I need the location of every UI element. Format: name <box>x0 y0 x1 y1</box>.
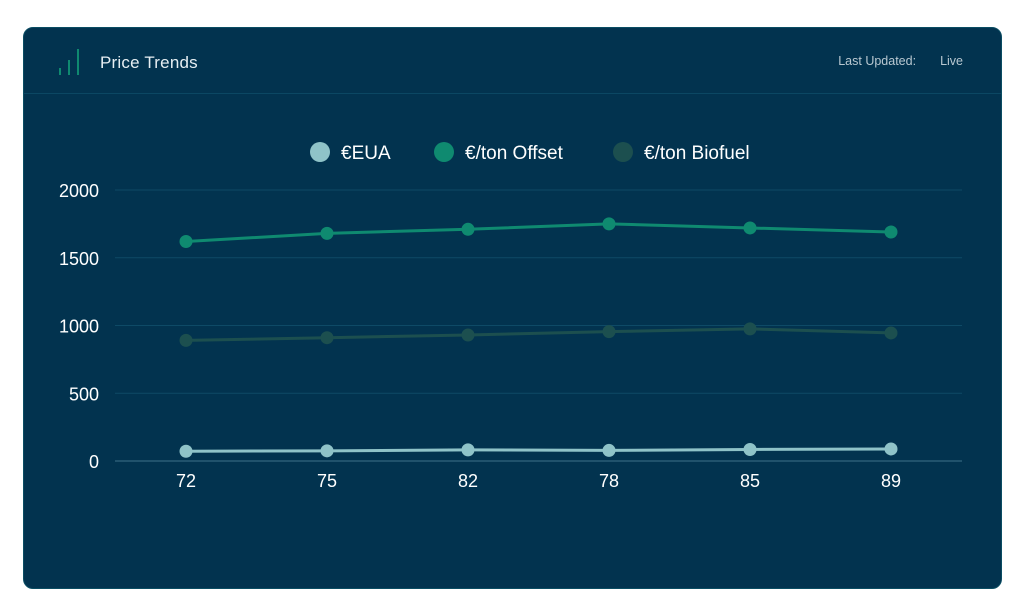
chart-title: Price Trends <box>100 53 198 72</box>
data-point <box>461 328 475 342</box>
data-point <box>602 325 616 339</box>
legend-swatch <box>434 142 454 162</box>
data-point <box>320 226 334 240</box>
last-updated: Last Updated: Live <box>838 54 963 68</box>
x-tick-label: 85 <box>740 471 760 491</box>
legend-label: €/ton Offset <box>465 143 564 164</box>
legend-label: €/ton Biofuel <box>644 143 750 164</box>
series-line <box>185 327 892 342</box>
data-point <box>602 217 616 231</box>
data-point <box>884 225 898 239</box>
data-point <box>179 333 193 347</box>
data-point <box>179 234 193 248</box>
data-point <box>461 222 475 236</box>
data-point <box>884 326 898 340</box>
series-line <box>185 222 892 243</box>
data-point <box>179 444 193 458</box>
x-tick-label: 72 <box>176 471 196 491</box>
price-trends-card: Price Trends Last Updated: Live <box>23 27 1002 589</box>
x-tick-label: 78 <box>599 471 619 491</box>
data-point <box>884 442 898 456</box>
legend-swatch <box>613 142 633 162</box>
y-tick-label: 2000 <box>59 181 99 201</box>
legend-swatch <box>310 142 330 162</box>
x-tick-label: 82 <box>458 471 478 491</box>
y-tick-label: 1000 <box>59 317 99 337</box>
y-tick-label: 500 <box>69 384 99 404</box>
data-point <box>602 443 616 457</box>
data-point <box>320 331 334 345</box>
y-tick-label: 0 <box>89 452 99 472</box>
series-line <box>185 447 892 453</box>
last-updated-label: Last Updated: <box>838 54 917 68</box>
legend-label: €EUA <box>341 143 391 164</box>
last-updated-value: Live <box>940 54 963 68</box>
data-point <box>461 443 475 457</box>
x-tick-label: 75 <box>317 471 337 491</box>
bar-chart-icon <box>59 49 79 75</box>
data-point <box>743 221 757 235</box>
card-header: Price Trends Last Updated: Live <box>24 28 1001 94</box>
x-tick-label: 89 <box>881 471 901 491</box>
data-point <box>320 444 334 458</box>
data-point <box>743 442 757 456</box>
data-point <box>743 322 757 336</box>
y-tick-label: 1500 <box>59 249 99 269</box>
